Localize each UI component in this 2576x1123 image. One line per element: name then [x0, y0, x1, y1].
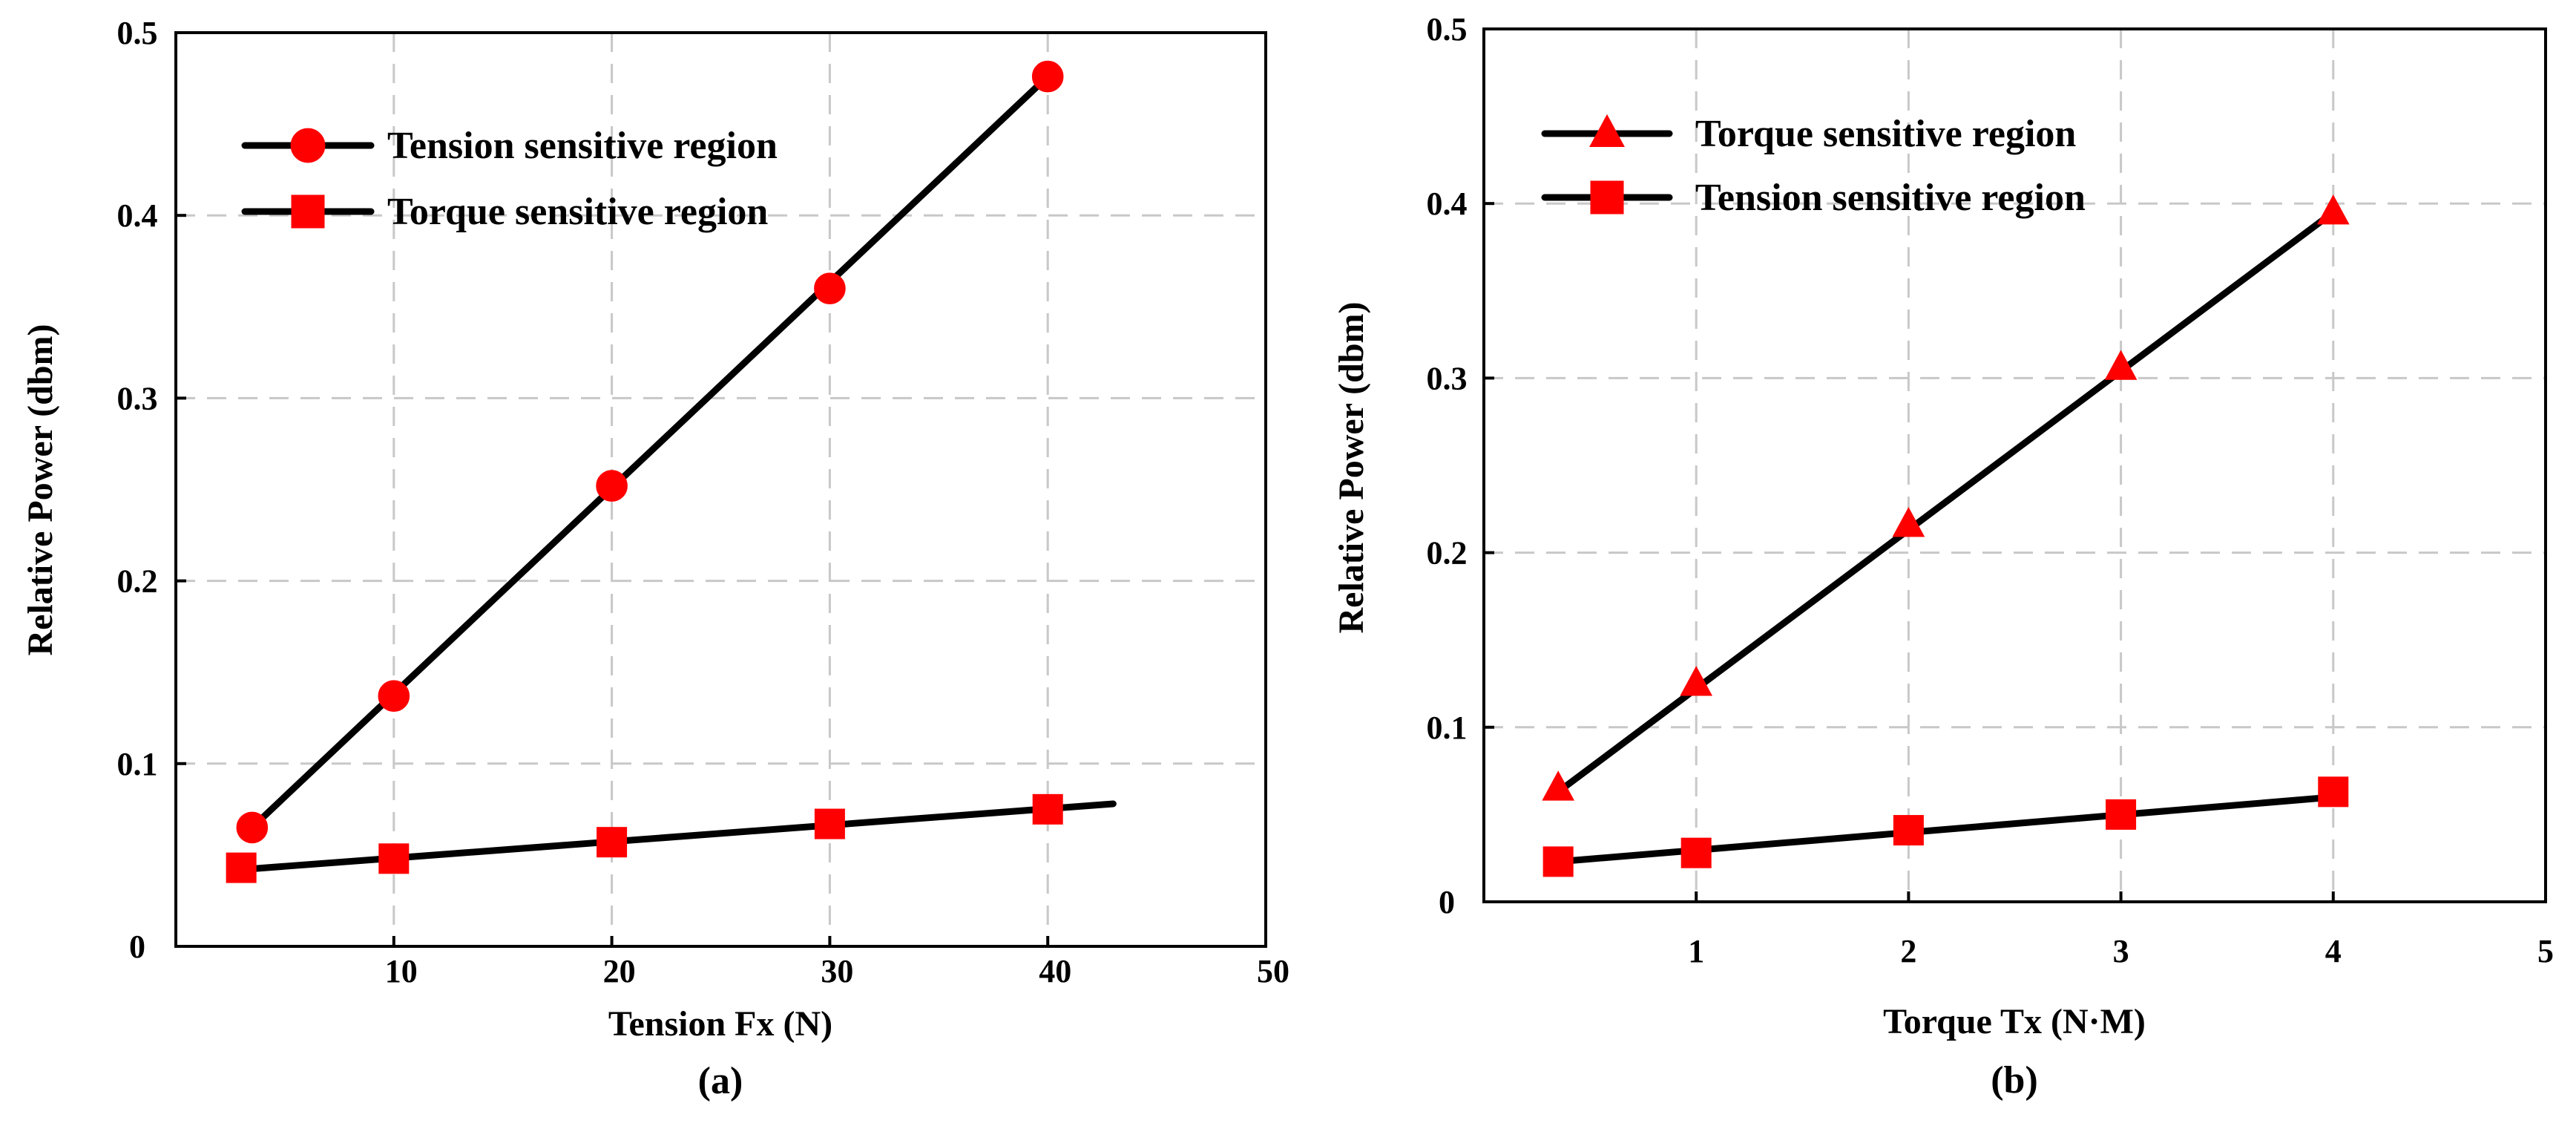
y-tick-label: 0.5 [117, 15, 158, 51]
x-tick-label: 20 [603, 953, 636, 989]
y-tick-label: 0.2 [1427, 535, 1468, 572]
markers-a [226, 60, 1064, 883]
data-point-square [1893, 815, 1924, 846]
ticks-a: 10 20 30 40 50 0 0.1 0.2 0.3 0.4 0.5 [117, 15, 1290, 989]
x-tick-label: 4 [2325, 933, 2342, 969]
legend-label-square: Tension sensitive region [1695, 177, 2086, 219]
legend-marker-circle [290, 128, 326, 163]
y-tick-label: 0 [1439, 884, 1455, 920]
x-tick-label: 5 [2537, 933, 2554, 969]
panel-label-b: (b) [1991, 1059, 2038, 1101]
data-point-triangle [1892, 507, 1925, 537]
data-point-square [597, 827, 628, 858]
x-tick-label: 3 [2113, 933, 2129, 969]
x-tick-label: 50 [1257, 953, 1289, 989]
x-tick-label: 2 [1900, 933, 1916, 969]
legend-marker-square [291, 194, 325, 229]
data-point-square [814, 808, 845, 839]
data-point-triangle [1542, 770, 1575, 801]
legend-label-circle: Tension sensitive region [387, 125, 778, 167]
chart-panel-b: 1 2 3 4 5 0 0.1 0.2 0.3 0.4 0.5 Torque sensitive r… [1332, 11, 2554, 1101]
x-axis-label-a: Tension Fx (N) [608, 1004, 832, 1044]
y-tick-label: 0.1 [1427, 710, 1468, 746]
data-point-square [226, 852, 257, 883]
y-tick-label: 0.5 [1427, 11, 1468, 48]
y-tick-label: 0.4 [1427, 186, 1468, 222]
y-tick-label: 0.3 [1427, 360, 1468, 396]
data-point-triangle [2104, 350, 2138, 380]
x-axis-label-b: Torque Tx (N·M) [1883, 1002, 2146, 1041]
data-point-square [1542, 846, 1574, 877]
data-point-circle [596, 470, 628, 502]
y-tick-label: 0.1 [117, 746, 158, 782]
x-tick-label: 40 [1039, 953, 1071, 989]
data-point-triangle [2316, 194, 2350, 225]
panel-label-a: (a) [698, 1060, 743, 1102]
data-point-circle [1031, 60, 1064, 93]
y-tick-label: 0.2 [117, 563, 158, 600]
y-axis-label-b: Relative Power (dbm) [1332, 302, 1371, 634]
data-point-square [378, 843, 410, 874]
legend-label-square: Torque sensitive region [387, 191, 768, 233]
x-tick-label: 10 [385, 953, 418, 989]
plot-frame-b [1482, 27, 2547, 903]
legend-marker-square [1590, 180, 1624, 215]
legend-marker-triangle [1589, 114, 1625, 148]
gridlines-a [176, 33, 1266, 946]
data-point-circle [814, 272, 846, 304]
data-point-circle [236, 811, 269, 844]
data-point-triangle [1680, 666, 1713, 696]
legend-label-triangle: Torque sensitive region [1695, 113, 2076, 155]
ticks-b: 1 2 3 4 5 0 0.1 0.2 0.3 0.4 0.5 [1427, 11, 2554, 969]
legend-b: Torque sensitive region Tension sensitive… [1541, 113, 2086, 219]
x-tick-label: 1 [1688, 933, 1704, 969]
x-tick-label: 30 [821, 953, 853, 989]
chart-panel-a: 10 20 30 40 50 0 0.1 0.2 0.3 0.4 0.5 Tension sensi… [21, 15, 1289, 1102]
y-tick-label: 0.3 [117, 380, 158, 416]
y-tick-label: 0.4 [117, 197, 158, 234]
data-point-square [2106, 799, 2137, 830]
markers-b [1542, 194, 2350, 877]
legend-a: Tension sensitive region Torque sensitive… [241, 125, 778, 233]
data-point-square [2318, 776, 2349, 808]
y-axis-label-a: Relative Power (dbm) [21, 324, 60, 656]
gridlines-b [1484, 29, 2546, 902]
data-point-square [1680, 837, 1712, 868]
plot-frame-a [174, 31, 1267, 948]
data-point-square [1032, 793, 1063, 825]
data-point-circle [378, 680, 410, 713]
y-tick-label: 0 [129, 929, 145, 965]
